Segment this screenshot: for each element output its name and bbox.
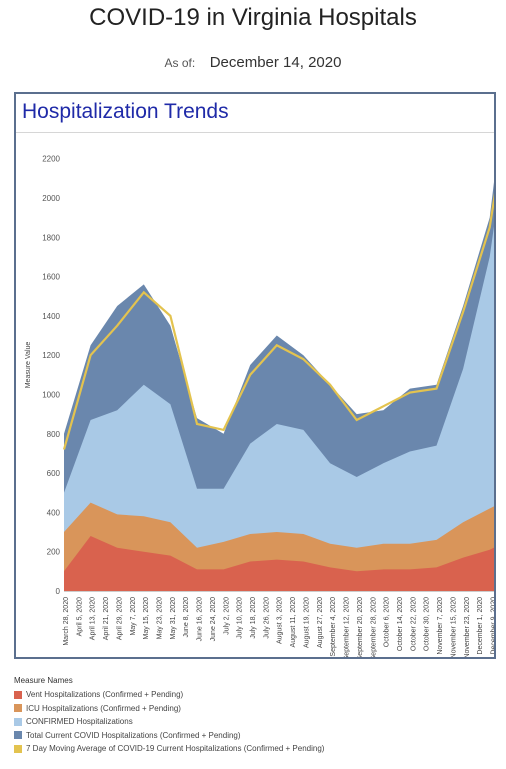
- legend-item[interactable]: Vent Hospitalizations (Confirmed + Pendi…: [14, 688, 324, 702]
- y-axis-label: Measure Value: [25, 342, 32, 389]
- x-tick-label: November 23, 2020: [464, 597, 471, 657]
- as-of-line: As of: December 14, 2020: [0, 54, 506, 72]
- vent-hospitalizations-area: [64, 536, 494, 591]
- x-tick-label: July 18, 2020: [250, 597, 257, 639]
- y-tick-label: 600: [47, 469, 61, 478]
- legend-label: Vent Hospitalizations (Confirmed + Pendi…: [26, 690, 184, 700]
- legend-item[interactable]: CONFIRMED Hospitalizations: [14, 715, 324, 729]
- x-tick-label: May 31, 2020: [170, 597, 177, 640]
- x-tick-label: September 20, 2020: [357, 597, 364, 657]
- x-tick-label: April 29, 2020: [116, 597, 123, 640]
- x-tick-label: August 3, 2020: [277, 597, 284, 644]
- legend-swatch: [14, 717, 22, 726]
- panel-title: Hospitalization Trends: [22, 100, 229, 123]
- legend-item[interactable]: Total Current COVID Hospitalizations (Co…: [14, 729, 324, 743]
- x-tick-label: November 7, 2020: [437, 597, 444, 655]
- x-tick-label: May 7, 2020: [130, 597, 137, 636]
- x-tick-label: October 22, 2020: [410, 597, 417, 651]
- x-tick-label: August 27, 2020: [317, 597, 324, 648]
- legend-label: Total Current COVID Hospitalizations (Co…: [26, 730, 241, 740]
- x-tick-label: March 28, 2020: [63, 597, 70, 646]
- hospitalization-trends-panel: Hospitalization Trends Measure Value 0 200…: [14, 92, 496, 659]
- legend-item[interactable]: ICU Hospitalizations (Confirmed + Pendin…: [14, 702, 324, 716]
- legend-title: Measure Names: [14, 676, 73, 685]
- legend-items: Vent Hospitalizations (Confirmed + Pendi…: [14, 688, 324, 756]
- x-tick-label: August 19, 2020: [304, 597, 311, 648]
- y-tick-label: 1800: [42, 233, 60, 242]
- y-tick-label: 1000: [42, 390, 60, 399]
- legend-label: 7 Day Moving Average of COVID-19 Current…: [26, 744, 325, 754]
- as-of-label: As of:: [164, 56, 196, 70]
- legend: Measure Names Vent Hospitalizations (Con…: [14, 676, 324, 756]
- y-tick-label: 1600: [42, 273, 60, 282]
- x-tick-label: June 16, 2020: [197, 597, 204, 641]
- x-tick-label: May 23, 2020: [157, 597, 164, 640]
- legend-item[interactable]: 7 Day Moving Average of COVID-19 Current…: [14, 742, 324, 756]
- legend-label: ICU Hospitalizations (Confirmed + Pendin…: [26, 703, 181, 713]
- as-of-date: December 14, 2020: [209, 54, 342, 71]
- x-tick-label: October 6, 2020: [384, 597, 391, 647]
- x-tick-label: October 30, 2020: [424, 597, 431, 651]
- x-tick-label: September 28, 2020: [370, 597, 377, 657]
- y-tick-label: 1400: [42, 312, 60, 321]
- x-tick-label: December 9, 2020: [491, 597, 495, 655]
- x-tick-label: November 15, 2020: [450, 597, 457, 657]
- hospitalization-chart[interactable]: Measure Value 0 200 400 600 800 1000 1200 1400 16…: [16, 94, 494, 657]
- y-tick-label: 400: [47, 508, 61, 517]
- x-tick-label: May 15, 2020: [143, 597, 150, 640]
- legend-label: CONFIRMED Hospitalizations: [26, 717, 133, 727]
- x-tick-label: July 10, 2020: [237, 597, 244, 639]
- legend-swatch: [14, 690, 22, 699]
- x-tick-label: December 1, 2020: [477, 597, 484, 655]
- page-title: COVID-19 in Virginia Hospitals: [89, 4, 417, 31]
- x-tick-label: July 2, 2020: [223, 597, 230, 635]
- legend-swatch: [14, 744, 22, 753]
- x-tick-label: June 8, 2020: [183, 597, 190, 638]
- x-tick-label: September 4, 2020: [330, 597, 337, 657]
- legend-swatch: [14, 731, 22, 740]
- x-tick-label: April 13, 2020: [90, 597, 97, 640]
- x-tick-label: April 21, 2020: [103, 597, 110, 640]
- y-tick-label: 2200: [42, 155, 60, 164]
- moving-average-line: [62, 192, 494, 450]
- y-tick-label: 800: [47, 430, 61, 439]
- panel-divider: [16, 132, 494, 133]
- y-tick-label: 2000: [42, 194, 60, 203]
- x-tick-label: September 12, 2020: [344, 597, 351, 657]
- confirmed-hospitalizations-area: [64, 226, 494, 591]
- y-tick-label: 1200: [42, 351, 60, 360]
- x-tick-label: June 24, 2020: [210, 597, 217, 641]
- legend-swatch: [14, 704, 22, 713]
- x-tick-label: August 11, 2020: [290, 597, 297, 648]
- x-tick-label: April 5, 2020: [76, 597, 83, 636]
- x-tick-label: October 14, 2020: [397, 597, 404, 651]
- y-tick-label: 200: [47, 548, 61, 557]
- x-tick-label: July 26, 2020: [263, 597, 270, 639]
- y-tick-label: 0: [56, 587, 61, 596]
